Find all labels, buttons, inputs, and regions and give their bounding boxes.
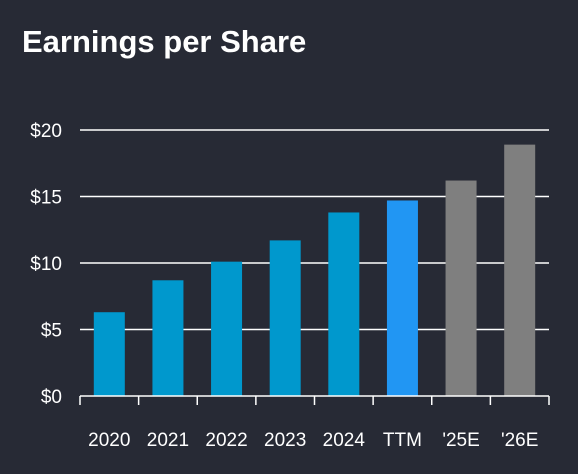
x-tick-label: '26E <box>501 430 538 451</box>
y-tick-label: $15 <box>30 188 62 209</box>
x-axis-labels: 2020 2021 2022 2023 2024 TTM '25E '26E <box>88 430 538 451</box>
bar <box>386 200 418 396</box>
y-axis-labels: $0 $5 $10 $15 $20 <box>30 121 62 408</box>
bar <box>328 212 360 396</box>
x-tick-label: 2022 <box>205 430 247 451</box>
bar <box>445 180 477 396</box>
bar <box>93 312 125 396</box>
bar <box>269 240 301 396</box>
chart-title: Earnings per Share <box>22 24 307 59</box>
bar <box>152 280 184 396</box>
x-tick-label: 2023 <box>264 430 306 451</box>
x-tick-label: TTM <box>383 430 422 451</box>
x-tick-label: '25E <box>442 430 479 451</box>
x-tick-label: 2021 <box>147 430 189 451</box>
y-tick-label: $5 <box>41 321 62 342</box>
bar <box>504 144 536 396</box>
x-tick-label: 2020 <box>88 430 130 451</box>
x-tick-label: 2024 <box>323 430 366 451</box>
bar <box>211 261 243 396</box>
y-tick-label: $0 <box>41 387 62 408</box>
x-axis <box>79 395 550 405</box>
y-tick-label: $20 <box>30 121 62 142</box>
grid-lines <box>80 129 549 331</box>
bars <box>93 144 536 396</box>
y-tick-label: $10 <box>30 254 62 275</box>
